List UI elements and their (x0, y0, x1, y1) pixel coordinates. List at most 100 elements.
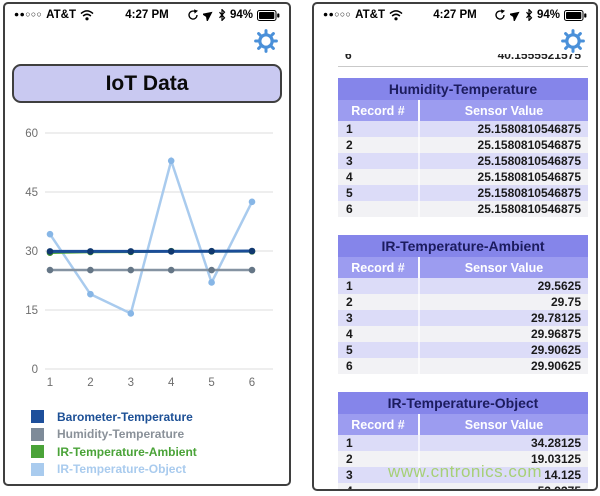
value-cell: 29.96875 (418, 326, 588, 342)
battery-icon (257, 9, 280, 21)
page-title: IoT Data (12, 64, 282, 103)
record-cell: 3 (346, 468, 353, 482)
status-bar-right: 94% (147, 9, 280, 21)
record-cell: 3 (346, 311, 353, 325)
legend-swatch (31, 445, 44, 458)
svg-text:15: 15 (25, 305, 38, 317)
table-row: 2 25.1580810546875 (338, 137, 588, 153)
status-bar-left: ●●○○○ AT&T (14, 9, 147, 21)
table-row: 1 25.1580810546875 (338, 121, 588, 137)
svg-text:6: 6 (249, 377, 255, 389)
settings-gear-icon[interactable] (254, 29, 278, 53)
table-row: 6 29.90625 (338, 358, 588, 374)
svg-text:1: 1 (47, 377, 53, 389)
status-bar-left: ●●○○○ AT&T (323, 9, 455, 21)
record-cell: 3 (346, 154, 353, 168)
table-rows: 1 25.1580810546875 2 25.1580810546875 3 25.15… (338, 121, 588, 217)
watermark: www.cntronics.com (388, 462, 542, 481)
legend-swatch (31, 410, 44, 423)
table-row: 3 14.125 (338, 467, 588, 483)
table-row: 5 29.90625 (338, 342, 588, 358)
legend-label: IR-Temperature-Object (57, 462, 187, 476)
value-cell: 25.1580810546875 (418, 153, 588, 169)
value-cell: 29.75 (418, 294, 588, 310)
value-cell: 34.28125 (418, 435, 588, 451)
value-cell: 25.1580810546875 (418, 185, 588, 201)
value-cell: 25.1580810546875 (418, 169, 588, 185)
svg-text:2: 2 (87, 377, 93, 389)
value-cell: 25.1580810546875 (418, 137, 588, 153)
record-cell: 1 (346, 279, 353, 293)
svg-text:0: 0 (32, 364, 38, 376)
carrier-label: AT&T (46, 9, 76, 21)
record-cell: 6 (346, 202, 353, 216)
legend-label: IR-Temperature-Ambient (57, 444, 197, 459)
record-cell: 4 (346, 327, 353, 341)
status-bar-right: 94% (455, 9, 587, 21)
svg-text:4: 4 (168, 377, 175, 389)
table-rows: 1 34.28125 2 19.03125 3 14.125 4 52.9375 (338, 435, 588, 491)
svg-text:5: 5 (208, 377, 214, 389)
value-cell: 29.90625 (418, 358, 588, 374)
table-row: 2 29.75 (338, 294, 588, 310)
legend-swatch (31, 462, 44, 476)
table-title: IR-Temperature-Object (338, 392, 588, 414)
value-cell: 14.125 (418, 467, 588, 483)
record-cell: 2 (346, 295, 353, 309)
record-cell: 4 (346, 484, 353, 491)
table-column-headers: Record # Sensor Value (338, 100, 588, 121)
table-column-headers: Record # Sensor Value (338, 414, 588, 435)
sensor-table: IR-Temperature-Object Record # Sensor Valu… (338, 392, 588, 491)
location-arrow-icon (509, 10, 521, 21)
sensor-tables: Humidity-Temperature Record # Sensor Value… (338, 78, 588, 491)
value-cell: 19.03125 (418, 451, 588, 467)
bluetooth-icon (525, 9, 533, 21)
column-header: Record # (351, 260, 405, 275)
table-title: IR-Temperature-Ambient (338, 235, 588, 257)
column-header: Sensor Value (418, 257, 588, 278)
signal-dots-icon: ●●○○○ (14, 9, 43, 19)
battery-percent-label: 94% (229, 9, 253, 21)
table-title: Humidity-Temperature (338, 78, 588, 100)
legend-label: Barometer-Temperature (57, 409, 193, 424)
legend-item: Humidity-Temperature (31, 427, 197, 441)
value-cell: 29.78125 (418, 310, 588, 326)
battery-percent-label: 94% (536, 9, 560, 21)
record-cell: 1 (346, 436, 353, 450)
column-header: Sensor Value (418, 100, 588, 121)
sensor-table: IR-Temperature-Ambient Record # Sensor Val… (338, 235, 588, 374)
column-header: Sensor Value (418, 414, 588, 435)
table-row: 4 29.96875 (338, 326, 588, 342)
legend-item: IR-Temperature-Ambient (31, 444, 197, 459)
table-row: 1 29.5625 (338, 278, 588, 294)
record-cell: 4 (346, 170, 353, 184)
location-arrow-icon (202, 10, 214, 21)
table-row: 4 25.1580810546875 (338, 169, 588, 185)
orientation-lock-icon (187, 9, 199, 21)
phone-screenshot-left: ●●○○○ AT&T 4:27 PM 94% (3, 2, 291, 486)
record-cell: 6 (346, 359, 353, 373)
bluetooth-icon (218, 9, 226, 21)
clipped-table-row: 6 40.1555521575 (338, 54, 588, 67)
table-rows: 1 29.5625 2 29.75 3 29.78125 4 29.96875 5 29.9062… (338, 278, 588, 374)
svg-text:3: 3 (128, 377, 134, 389)
chart-legend: Barometer-Temperature Humidity-Temperatur… (31, 410, 197, 476)
value-cell: 52.9375 (418, 483, 588, 489)
svg-text:60: 60 (25, 128, 38, 140)
svg-text:30: 30 (25, 246, 38, 258)
legend-swatch (31, 427, 44, 441)
value-cell: 29.90625 (418, 342, 588, 358)
table-row: 3 29.78125 (338, 310, 588, 326)
status-bar: ●●○○○ AT&T 4:27 PM 94% (314, 4, 596, 26)
settings-gear-icon[interactable] (561, 29, 585, 53)
value-cell: 40.1555521575 (497, 54, 581, 62)
value-cell: 25.1580810546875 (418, 121, 588, 137)
table-row: 3 25.1580810546875 (338, 153, 588, 169)
table-column-headers: Record # Sensor Value (338, 257, 588, 278)
column-header: Record # (351, 103, 405, 118)
table-row: 1 34.28125 (338, 435, 588, 451)
status-bar-time: 4:27 PM (125, 9, 169, 21)
table-row: 6 25.1580810546875 (338, 201, 588, 217)
legend-label: Humidity-Temperature (57, 427, 185, 441)
wifi-icon (80, 9, 94, 21)
